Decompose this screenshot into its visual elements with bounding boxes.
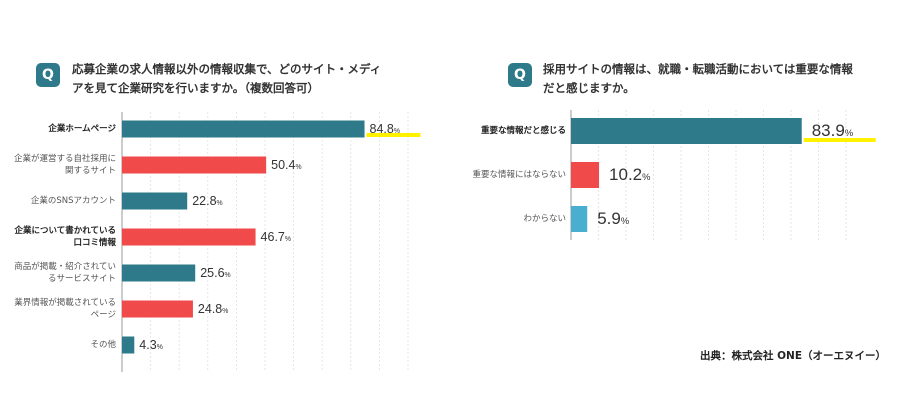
bar xyxy=(571,206,588,232)
category-label: 企業のSNSアカウント xyxy=(30,196,116,206)
data-label: 24.8% xyxy=(198,302,228,316)
bar xyxy=(122,300,193,318)
data-label-unit: % xyxy=(224,271,231,279)
data-label-unit: % xyxy=(216,199,223,207)
data-label-unit: % xyxy=(284,235,291,243)
category-label: 業界情報が掲載されているページ xyxy=(14,298,116,320)
source-note: 出典：株式会社 ONE（オーエヌイー） xyxy=(699,350,886,362)
data-label-value: 25.6 xyxy=(200,265,225,280)
data-label-value: 46.7 xyxy=(260,229,285,244)
data-label: 25.6% xyxy=(200,266,230,280)
question-badge-2: Q xyxy=(508,63,532,87)
bar xyxy=(571,162,600,188)
highlight-underline xyxy=(366,133,421,137)
data-label-unit: % xyxy=(844,127,854,138)
data-label-unit: % xyxy=(620,215,630,226)
question-text-1: 応募企業の求人情報以外の情報収集で、どのサイト・メディアを見て企業研究を行います… xyxy=(72,62,382,95)
data-label-unit: % xyxy=(295,163,302,171)
data-label-value: 10.2 xyxy=(609,164,643,184)
bar xyxy=(122,156,267,174)
category-label: 重要な情報にはならない xyxy=(472,170,566,180)
bar xyxy=(122,192,188,210)
data-label-value: 5.9 xyxy=(597,208,621,228)
category-label: その他 xyxy=(90,340,116,350)
data-label: 10.2% xyxy=(609,165,650,185)
category-label: 企業について書かれている口コミ情報 xyxy=(14,226,117,248)
question-text-2: 採用サイトの情報は、就職・転職活動においては重要な情報だと感じますか。 xyxy=(543,62,853,95)
data-label-unit: % xyxy=(642,171,651,182)
category-label: 商品が掲載・紹介されているサービスサイト xyxy=(14,262,116,284)
data-label: 4.3% xyxy=(139,338,163,352)
category-label: 重要な情報だと感じる xyxy=(480,126,566,136)
bar xyxy=(571,118,802,144)
bar xyxy=(122,228,256,246)
data-label-value: 84.8 xyxy=(369,121,394,136)
data-label-value: 50.4 xyxy=(271,157,296,172)
data-label: 84.8% xyxy=(370,122,400,136)
data-label: 46.7% xyxy=(261,230,291,244)
category-label: 企業が運営する自社採用に関するサイト xyxy=(13,154,116,176)
bar xyxy=(122,264,196,282)
data-label-unit: % xyxy=(156,343,163,351)
data-label: 50.4% xyxy=(271,158,301,172)
category-label: 企業ホームページ xyxy=(48,124,116,134)
bar xyxy=(122,120,365,138)
data-label-value: 83.9 xyxy=(811,120,845,140)
bar xyxy=(122,336,135,354)
data-label: 5.9% xyxy=(597,209,629,229)
data-label: 83.9% xyxy=(812,121,853,141)
data-label-value: 22.8 xyxy=(192,193,217,208)
data-label: 22.8% xyxy=(192,194,222,208)
highlight-underline xyxy=(803,138,876,142)
data-label-value: 24.8 xyxy=(197,301,223,316)
data-label-unit: % xyxy=(222,307,229,315)
category-label: わからない xyxy=(523,214,566,224)
data-label-value: 4.3 xyxy=(139,337,157,352)
data-label-unit: % xyxy=(393,127,400,135)
question-badge-1: Q xyxy=(36,63,60,87)
